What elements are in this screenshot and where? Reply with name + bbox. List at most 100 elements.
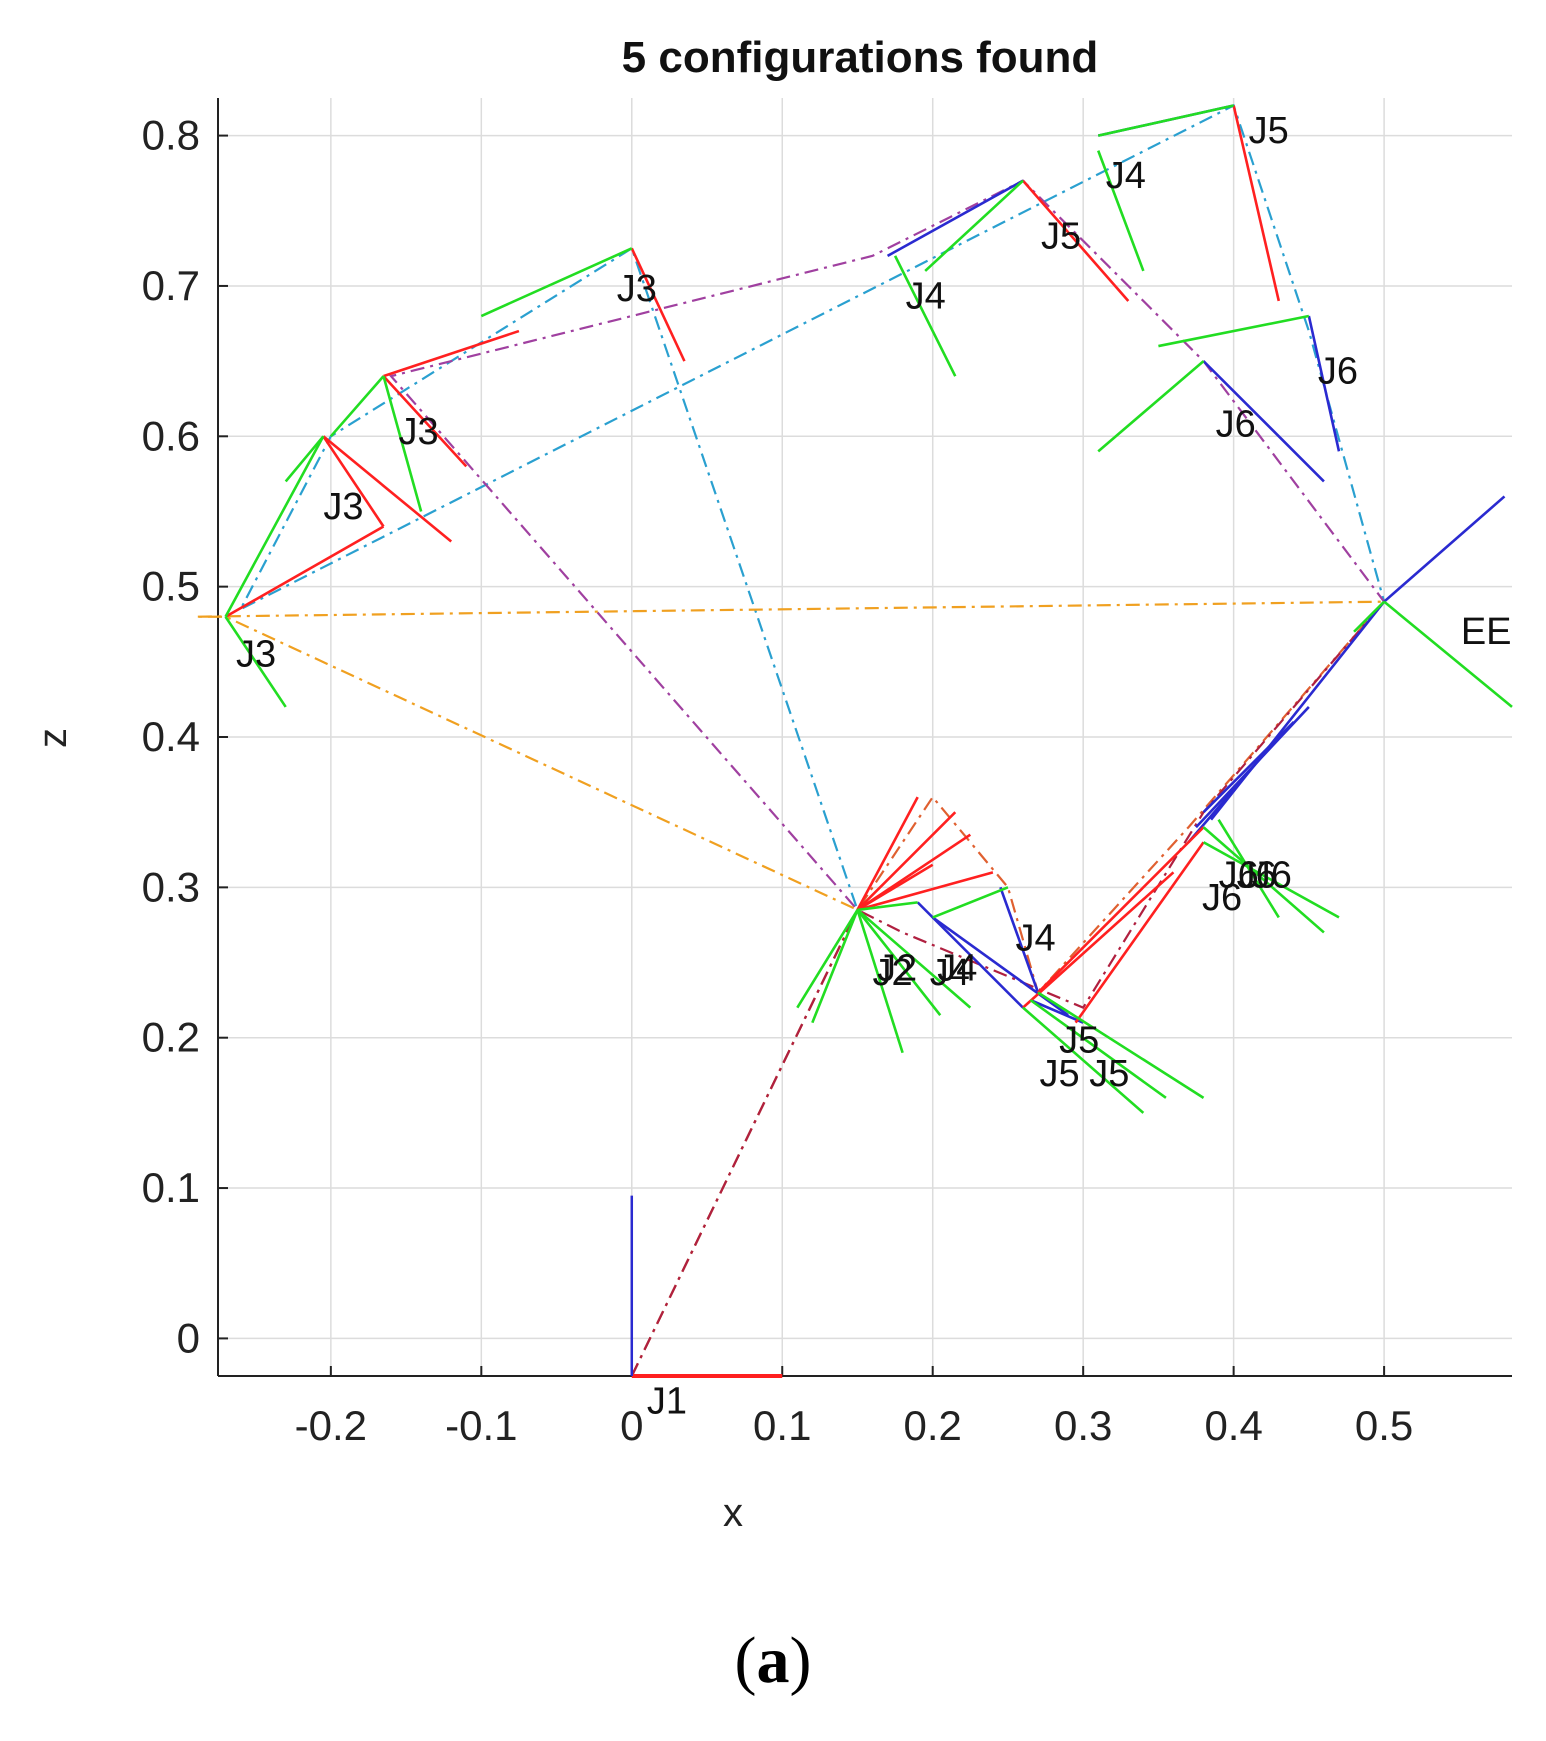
joint-label-j4: J4 [937, 948, 977, 990]
axes [217, 98, 1512, 1377]
series-line [630, 600, 1385, 1377]
joint-frame-tick [480, 247, 633, 318]
x-tick-label: 0 [620, 1402, 643, 1449]
link-segment [999, 886, 1040, 994]
joint-label-j6: J6 [1237, 854, 1277, 896]
link-segment [856, 863, 934, 912]
joint-frame-tick [1029, 999, 1167, 1099]
joint-label-ee: EE [1461, 611, 1512, 653]
joint-label-j6: J6 [1318, 351, 1358, 393]
joint-label-j6: J6 [1219, 854, 1259, 896]
x-tick-label: -0.2 [295, 1402, 367, 1449]
y-tick-label: 0.6 [142, 412, 200, 459]
joint-frame-tick [1353, 600, 1386, 633]
series-layer [195, 103, 1386, 1377]
y-tick-label: 0.1 [142, 1164, 200, 1211]
svg-text:(a): (a) [735, 1624, 812, 1697]
joint-frame-tick [932, 886, 1009, 919]
link-segment [856, 796, 919, 911]
joint-frame-tick [1022, 1006, 1145, 1114]
link-segment [1202, 721, 1295, 814]
y-tick-label: 0.8 [142, 112, 200, 159]
link-segment [1383, 495, 1506, 603]
joint-label-j2: J2 [877, 948, 917, 990]
joint-frame-tick [329, 375, 385, 438]
joint-label-j1: J1 [647, 1381, 687, 1423]
link-segment [1037, 826, 1205, 994]
link-segment [1202, 360, 1325, 483]
series-line [195, 600, 1385, 1377]
joint-frame-tick [857, 901, 918, 912]
joint-frame-tick [1202, 826, 1325, 934]
joint-frame-tick [1383, 600, 1513, 708]
joint-frame-tick [284, 435, 325, 483]
joint-label-j5: J5 [1089, 1053, 1129, 1095]
joint-frame-tick [1217, 819, 1280, 919]
link-segment [383, 329, 520, 378]
joint-frame-tick [1097, 150, 1145, 272]
link-segment [1232, 105, 1281, 302]
tick-labels: -0.2 -0.1 0 0.1 0.2 0.3 0.4 0.5 0 0.1 0.2 0.3 0.4 0.5… [142, 112, 1414, 1449]
joint-label-j4: J4 [1106, 155, 1146, 197]
chart-title: 5 configurations found [622, 33, 1099, 82]
joint-frame-tick [924, 179, 1024, 272]
joint-frame-tick [224, 435, 325, 618]
joint-label-j5: J5 [1249, 110, 1289, 152]
joint-label-j4: J4 [906, 275, 946, 317]
x-tick-label: 0.3 [1054, 1402, 1112, 1449]
joint-label-j4: J4 [930, 952, 970, 994]
joint-label-j3: J3 [617, 268, 657, 310]
link-segment [224, 525, 385, 618]
x-axis-label: x [723, 1491, 743, 1535]
joint-frame-tick [1202, 841, 1340, 919]
y-tick-label: 0.7 [142, 262, 200, 309]
link-segment [322, 435, 453, 543]
joint-label-j5: J5 [1041, 215, 1081, 257]
series-line [238, 103, 1386, 1377]
x-tick-label: 0.5 [1355, 1402, 1413, 1449]
joint-label-j6: J6 [1252, 854, 1292, 896]
link-segment [1210, 600, 1386, 821]
x-tick-label: 0.4 [1204, 1402, 1262, 1449]
joint-frame-tick [856, 909, 942, 1016]
joint-frame-tick [382, 375, 423, 512]
link-segment [1307, 315, 1341, 452]
caption-letter: a [757, 1624, 790, 1697]
link-segment [856, 811, 957, 911]
robot-links [224, 104, 1506, 1378]
y-axis-label: z [31, 728, 75, 748]
link-segment [857, 871, 994, 912]
joint-label-j6: J6 [1216, 403, 1256, 445]
link-segment [382, 375, 468, 468]
joint-label-j2: J2 [873, 952, 913, 994]
link-segment [322, 435, 385, 528]
link-segment [1022, 179, 1130, 302]
link-segment [630, 247, 686, 362]
joint-label-j3: J3 [236, 633, 276, 675]
joint-label-j6: J6 [1202, 877, 1242, 919]
joint-frame-tick [893, 255, 957, 377]
joint-frames [224, 104, 1513, 1114]
link-segment [1022, 871, 1175, 1009]
x-tick-label: -0.1 [445, 1402, 517, 1449]
link-segment [886, 179, 1024, 258]
y-tick-label: 0.4 [142, 713, 200, 760]
y-tick-label: 0.3 [142, 863, 200, 910]
figure-caption: (a) [735, 1624, 812, 1697]
link-segment [1074, 841, 1205, 1024]
joint-label-j5: J5 [1040, 1053, 1080, 1095]
caption-open-paren: ( [735, 1624, 757, 1697]
caption-close-paren: ) [790, 1624, 812, 1697]
joint-frame-tick [856, 908, 972, 1009]
joint-label-j3: J3 [399, 411, 439, 453]
y-tick-label: 0.2 [142, 1014, 200, 1061]
joint-frame-tick [1037, 991, 1205, 1099]
series-line [389, 179, 1385, 1377]
joint-frame-tick [1097, 360, 1205, 453]
joint-label-j3: J3 [323, 486, 363, 528]
joint-frame-tick [811, 909, 859, 1024]
series-line [630, 600, 1385, 1377]
y-tick-label: 0 [177, 1314, 200, 1361]
